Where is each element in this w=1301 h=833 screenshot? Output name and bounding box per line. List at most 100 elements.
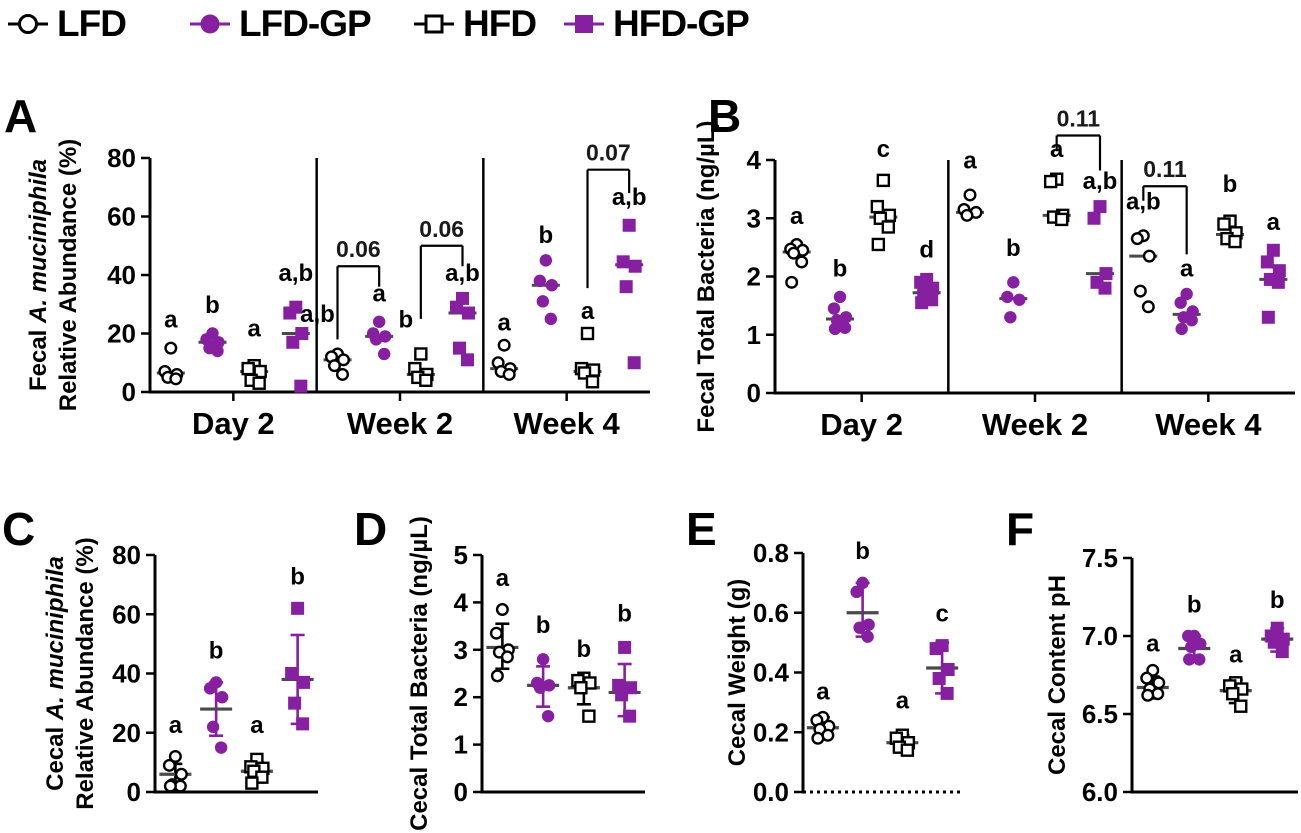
data-point-lfd-gp bbox=[377, 347, 391, 361]
y-axis-title: Relative Abundance (%) bbox=[55, 139, 82, 412]
panel-label: F bbox=[1006, 503, 1034, 555]
data-point-lfd bbox=[1130, 232, 1144, 246]
data-point-lfd-gp bbox=[1183, 653, 1196, 666]
p-value-label: 0.06 bbox=[336, 236, 381, 262]
data-point-hfd-gp bbox=[915, 296, 929, 310]
data-point-hfd bbox=[900, 743, 915, 757]
data-point-lfd bbox=[1141, 688, 1155, 702]
significance-letter: b bbox=[536, 612, 551, 639]
data-point-lfd-gp bbox=[533, 681, 547, 694]
data-point-lfd-gp bbox=[853, 621, 866, 634]
data-point-hfd-gp bbox=[283, 306, 297, 320]
data-point-lfd bbox=[337, 353, 351, 367]
significance-letter: a bbox=[496, 565, 510, 592]
y-tick-label: 0 bbox=[747, 378, 761, 408]
data-point-lfd-gp bbox=[536, 653, 550, 666]
x-tick-label: Week 4 bbox=[514, 406, 621, 441]
significance-letter: c bbox=[877, 136, 890, 163]
data-point-hfd-gp bbox=[1271, 275, 1285, 289]
y-axis-title: Cecal Weight (g) bbox=[724, 579, 751, 767]
data-point-lfd bbox=[1133, 284, 1147, 298]
data-point-hfd-gp bbox=[615, 688, 629, 702]
data-point-hfd bbox=[871, 237, 886, 252]
data-point-lfd bbox=[164, 341, 178, 355]
data-point-lfd-gp bbox=[203, 682, 217, 695]
data-point-lfd bbox=[163, 779, 177, 793]
significance-letter: c bbox=[935, 601, 948, 628]
significance-letter: b bbox=[833, 256, 848, 283]
significance-letter: b bbox=[1006, 235, 1021, 262]
data-point-lfd-gp bbox=[215, 691, 229, 704]
data-point-hfd-gp bbox=[616, 255, 630, 269]
data-point-hfd bbox=[252, 376, 266, 390]
y-tick-label: 4 bbox=[747, 145, 762, 175]
data-point-hfd-gp bbox=[286, 335, 300, 349]
data-point-lfd-gp bbox=[541, 709, 555, 723]
y-tick-label: 1 bbox=[747, 320, 761, 350]
data-point-lfd-gp bbox=[544, 312, 558, 326]
significance-letter: a,b bbox=[1083, 168, 1118, 195]
p-value-label: 0.07 bbox=[586, 140, 631, 166]
data-point-lfd-gp bbox=[536, 295, 550, 308]
significance-letter: a bbox=[896, 687, 910, 714]
data-point-lfd bbox=[336, 367, 350, 381]
y-tick-label: 0.6 bbox=[753, 598, 789, 628]
panel-label: A bbox=[4, 90, 37, 142]
data-point-hfd-gp bbox=[929, 642, 943, 656]
data-point-lfd bbox=[168, 749, 182, 763]
legend-marker bbox=[575, 15, 593, 33]
y-tick-label: 40 bbox=[112, 659, 141, 689]
data-point-hfd bbox=[245, 776, 259, 790]
y-axis-title: Fecal Total Bacteria (ng/µL) bbox=[693, 120, 720, 432]
data-point-hfd-gp bbox=[619, 280, 633, 294]
data-point-lfd-gp bbox=[1185, 313, 1198, 327]
data-point-lfd-gp bbox=[833, 290, 847, 304]
y-tick-label: 4 bbox=[454, 587, 469, 617]
y-tick-label: 60 bbox=[107, 202, 136, 232]
y-tick-label: 7.0 bbox=[1082, 621, 1118, 651]
y-tick-label: 1 bbox=[454, 730, 468, 760]
significance-letter: a bbox=[816, 678, 830, 705]
data-point-lfd bbox=[963, 188, 977, 202]
data-point-hfd bbox=[585, 375, 600, 389]
data-point-lfd-gp bbox=[214, 741, 228, 754]
significance-letter: a bbox=[1267, 209, 1281, 236]
data-point-hfd-gp bbox=[628, 259, 642, 273]
y-tick-label: 7.5 bbox=[1082, 543, 1118, 573]
legend-marker bbox=[424, 14, 444, 34]
y-tick-label: 0 bbox=[454, 777, 468, 807]
data-point-lfd bbox=[489, 626, 503, 640]
x-tick-label: Day 2 bbox=[820, 407, 903, 442]
data-point-lfd bbox=[1142, 249, 1156, 263]
legend-marker bbox=[18, 14, 38, 34]
data-point-lfd bbox=[495, 603, 509, 617]
significance-letter: b bbox=[1270, 587, 1285, 614]
significance-letter: a bbox=[169, 712, 183, 739]
significance-letter: a bbox=[164, 307, 178, 334]
significance-letter: b bbox=[538, 222, 553, 249]
data-point-hfd-gp bbox=[623, 709, 637, 723]
legend-label-hfd-gp: HFD-GP bbox=[613, 3, 750, 44]
y-tick-label: 20 bbox=[112, 718, 141, 748]
data-point-hfd-gp bbox=[1087, 211, 1101, 225]
significance-letter: b bbox=[209, 638, 224, 665]
significance-letter: b bbox=[1187, 592, 1202, 619]
data-point-hfd-gp bbox=[296, 717, 310, 731]
data-point-lfd bbox=[500, 650, 514, 664]
significance-letter: a bbox=[250, 712, 264, 739]
y-tick-label: 20 bbox=[107, 319, 136, 349]
data-point-hfd bbox=[582, 709, 596, 723]
significance-letter: a bbox=[1229, 642, 1243, 669]
data-point-hfd bbox=[1043, 174, 1058, 189]
data-point-lfd-gp bbox=[369, 333, 383, 346]
data-point-hfd bbox=[1234, 699, 1248, 713]
legend-item-lfd-gp: LFD-GP bbox=[188, 0, 372, 48]
panel-a: A 0 20 40 60 80 Fecal A. muciniphila Relative A… bbox=[4, 90, 650, 441]
data-point-hfd bbox=[1054, 212, 1069, 227]
y-tick-label: 0.8 bbox=[753, 538, 789, 568]
data-point-lfd bbox=[811, 731, 825, 745]
data-point-lfd bbox=[497, 338, 511, 352]
data-point-hfd-gp bbox=[1275, 645, 1289, 659]
data-point-lfd-gp bbox=[827, 302, 841, 315]
